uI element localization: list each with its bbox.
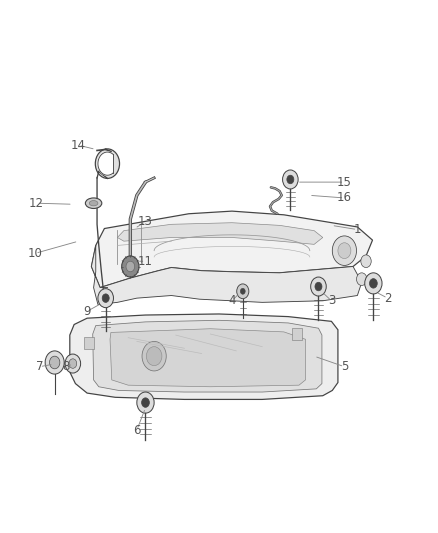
Text: 10: 10	[28, 247, 42, 260]
Circle shape	[283, 170, 298, 189]
Circle shape	[338, 243, 351, 259]
Circle shape	[315, 282, 322, 291]
Bar	[84, 337, 95, 349]
Ellipse shape	[85, 198, 102, 208]
Circle shape	[240, 288, 245, 294]
Text: 9: 9	[83, 305, 91, 318]
Circle shape	[122, 256, 139, 277]
Circle shape	[95, 149, 120, 179]
Polygon shape	[92, 211, 372, 288]
Circle shape	[65, 354, 81, 373]
Polygon shape	[98, 152, 113, 175]
Circle shape	[332, 236, 357, 265]
Text: 7: 7	[36, 360, 43, 373]
Circle shape	[126, 261, 134, 272]
Circle shape	[361, 255, 371, 268]
Text: 13: 13	[138, 215, 153, 228]
Text: 4: 4	[228, 294, 236, 308]
Polygon shape	[92, 245, 362, 304]
Text: 2: 2	[384, 292, 392, 305]
Circle shape	[237, 284, 249, 298]
Text: 15: 15	[337, 175, 352, 189]
Circle shape	[142, 342, 166, 371]
Circle shape	[49, 356, 60, 369]
Text: 11: 11	[138, 255, 153, 268]
Circle shape	[357, 273, 367, 286]
Text: 8: 8	[62, 360, 69, 373]
Text: 1: 1	[353, 223, 361, 236]
Circle shape	[45, 351, 64, 374]
Text: 3: 3	[328, 294, 335, 308]
Text: 5: 5	[341, 360, 348, 373]
Text: 6: 6	[133, 424, 141, 437]
Polygon shape	[110, 329, 305, 387]
Polygon shape	[117, 223, 323, 244]
Ellipse shape	[89, 200, 98, 206]
Text: 16: 16	[337, 191, 352, 205]
Text: 12: 12	[29, 197, 44, 209]
Circle shape	[98, 289, 113, 308]
Bar	[292, 328, 302, 341]
Text: 14: 14	[71, 139, 86, 152]
Circle shape	[102, 294, 109, 302]
Polygon shape	[93, 320, 322, 392]
Circle shape	[370, 279, 377, 288]
Circle shape	[311, 277, 326, 296]
Polygon shape	[70, 314, 338, 399]
Circle shape	[365, 273, 382, 294]
Circle shape	[146, 346, 162, 366]
Circle shape	[287, 175, 294, 184]
Circle shape	[69, 359, 77, 368]
Circle shape	[137, 392, 154, 413]
Circle shape	[141, 398, 149, 407]
